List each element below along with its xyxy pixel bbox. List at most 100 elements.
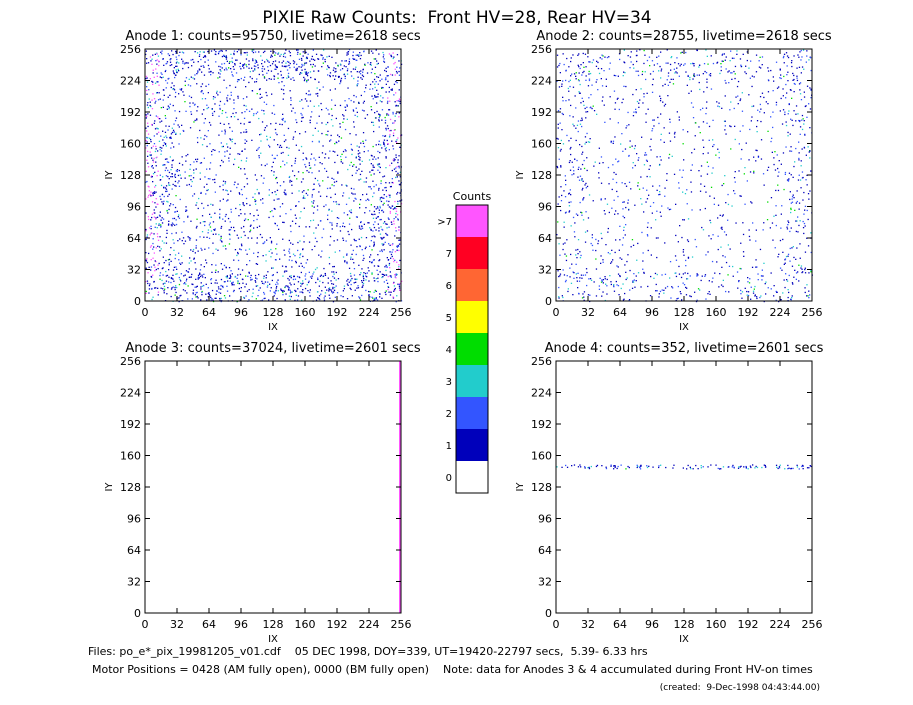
- pixel: [226, 69, 228, 71]
- pixel: [674, 272, 676, 274]
- pixel: [783, 279, 785, 281]
- pixel: [355, 278, 357, 281]
- pixel: [641, 231, 643, 234]
- pixel: [228, 233, 231, 235]
- pixel: [219, 292, 222, 294]
- pixel: [203, 157, 205, 159]
- pixel: [572, 216, 575, 219]
- pixel: [238, 215, 240, 217]
- pixel: [617, 161, 619, 163]
- pixel: [145, 77, 147, 80]
- pixel: [383, 197, 385, 199]
- pixel: [614, 108, 616, 110]
- pixel: [321, 250, 323, 252]
- pixel: [791, 196, 794, 198]
- pixel: [284, 121, 286, 123]
- pixel: [251, 50, 253, 52]
- pixel: [147, 185, 149, 187]
- pixel: [755, 54, 758, 56]
- pixel: [751, 105, 753, 108]
- pixel: [386, 125, 389, 127]
- pixel: [590, 94, 592, 96]
- pixel: [323, 297, 325, 299]
- pixel: [585, 187, 587, 189]
- pixel: [345, 150, 347, 152]
- pixel: [558, 296, 560, 298]
- pixel: [660, 215, 662, 217]
- pixel: [601, 465, 603, 467]
- pixel: [798, 468, 800, 470]
- pixel: [743, 173, 745, 175]
- footer-line: (created: 9-Dec-1998 04:43:44.00): [660, 683, 820, 693]
- pixel: [171, 222, 174, 224]
- pixel: [579, 201, 581, 204]
- pixel: [571, 161, 573, 163]
- pixel: [229, 84, 231, 87]
- pixel: [363, 279, 365, 282]
- pixel: [283, 181, 285, 183]
- pixel: [229, 61, 231, 63]
- pixel: [170, 86, 172, 89]
- pixel: [212, 98, 215, 100]
- pixel: [295, 68, 297, 70]
- pixel: [682, 143, 684, 145]
- pixel: [376, 299, 379, 301]
- pixel: [147, 133, 150, 135]
- pixel: [155, 206, 157, 208]
- pixel: [272, 61, 275, 63]
- pixel: [775, 464, 778, 466]
- pixel: [329, 244, 331, 246]
- pixel: [290, 284, 292, 286]
- pixel: [702, 73, 704, 75]
- pixel: [808, 297, 810, 299]
- pixel: [679, 65, 681, 67]
- pixel: [666, 179, 668, 181]
- pixel: [806, 85, 809, 87]
- pixel: [613, 74, 615, 77]
- pixel: [788, 103, 790, 106]
- pixel: [373, 243, 375, 245]
- pixel: [627, 465, 629, 468]
- pixel: [375, 278, 377, 280]
- pixel: [172, 129, 175, 131]
- pixel: [624, 183, 626, 185]
- pixel: [807, 193, 810, 195]
- pixel: [305, 157, 307, 159]
- pixel: [381, 101, 383, 103]
- pixel: [168, 276, 170, 278]
- pixel: [228, 157, 230, 159]
- pixel: [790, 146, 792, 148]
- pixel: [361, 227, 364, 230]
- pixel: [161, 217, 163, 219]
- pixel: [687, 257, 690, 259]
- pixel: [312, 58, 314, 61]
- pixel: [584, 107, 586, 110]
- pixel: [146, 180, 148, 183]
- pixel: [283, 191, 285, 193]
- pixel: [156, 53, 158, 55]
- pixel: [189, 105, 191, 108]
- pixel: [173, 85, 175, 87]
- pixel: [214, 229, 216, 231]
- pixel: [387, 100, 389, 102]
- pixel: [263, 77, 266, 79]
- pixel: [741, 297, 743, 299]
- pixel: [162, 267, 164, 269]
- pixel: [248, 67, 250, 69]
- pixel: [395, 80, 397, 83]
- pixel: [687, 131, 689, 133]
- pixel: [173, 266, 176, 268]
- pixel: [381, 86, 383, 89]
- pixel: [245, 129, 247, 131]
- pixel: [799, 89, 801, 91]
- pixel: [620, 143, 622, 145]
- pixel: [647, 222, 649, 224]
- pixel: [600, 78, 602, 80]
- pixel: [342, 195, 344, 197]
- pixel: [631, 145, 633, 147]
- pixel: [281, 62, 283, 64]
- pixel: [381, 109, 384, 111]
- pixel: [145, 212, 147, 214]
- pixel: [152, 69, 154, 71]
- pixel: [192, 283, 194, 286]
